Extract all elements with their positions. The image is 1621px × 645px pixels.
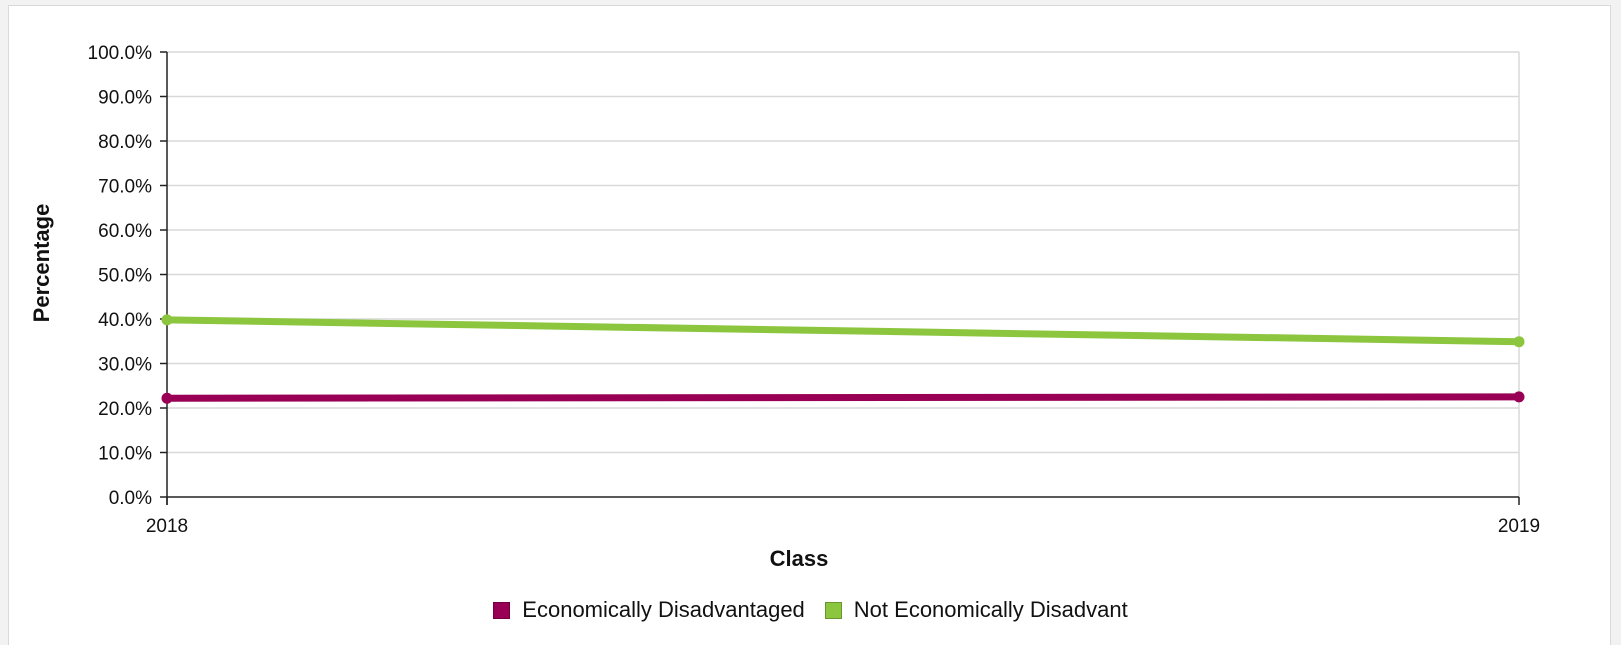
series-line-1 (163, 316, 1523, 346)
gridlines (167, 51, 1520, 497)
data-point (161, 392, 173, 404)
axes (166, 52, 1519, 505)
legend-swatch-not-economically-disadvantaged (824, 601, 842, 619)
x-axis-ticks: 2018 2019 (146, 497, 1540, 537)
data-point (161, 314, 173, 326)
x-tick-label: 2018 (146, 516, 188, 537)
y-tick-label: 60.0% (98, 221, 152, 242)
y-axis-label: Percentage (29, 204, 54, 323)
legend-label: Not Economically Disadvant (853, 597, 1128, 622)
y-tick-label: 40.0% (98, 310, 152, 331)
y-tick-label: 10.0% (98, 444, 152, 465)
y-tick-label: 20.0% (98, 399, 152, 420)
series-lines (161, 314, 1525, 404)
x-axis-label: Class (770, 546, 829, 571)
y-axis-ticks: 0.0% 10.0% 20.0% 30.0% 40.0% 50.0% 60.0% 70.0% 8… (88, 43, 167, 509)
legend-item-economically-disadvantaged[interactable]: Economically Disadvantaged (493, 597, 805, 623)
y-tick-label: 30.0% (98, 355, 152, 376)
y-tick-label: 50.0% (98, 266, 152, 287)
y-tick-label: 0.0% (109, 488, 152, 509)
y-tick-label: 80.0% (98, 132, 152, 153)
y-tick-label: 100.0% (88, 43, 153, 64)
legend-swatch-economically-disadvantaged (493, 601, 511, 619)
legend: Economically Disadvantaged Not Economica… (0, 597, 1621, 623)
y-tick-label: 90.0% (98, 88, 152, 109)
legend-label: Economically Disadvantaged (522, 597, 805, 622)
data-point (1513, 336, 1525, 348)
data-point (1513, 391, 1525, 403)
x-tick-label: 2019 (1498, 516, 1540, 537)
y-tick-label: 70.0% (98, 177, 152, 198)
legend-item-not-economically-disadvantaged[interactable]: Not Economically Disadvant (824, 597, 1128, 623)
series-line-0 (163, 393, 1523, 402)
